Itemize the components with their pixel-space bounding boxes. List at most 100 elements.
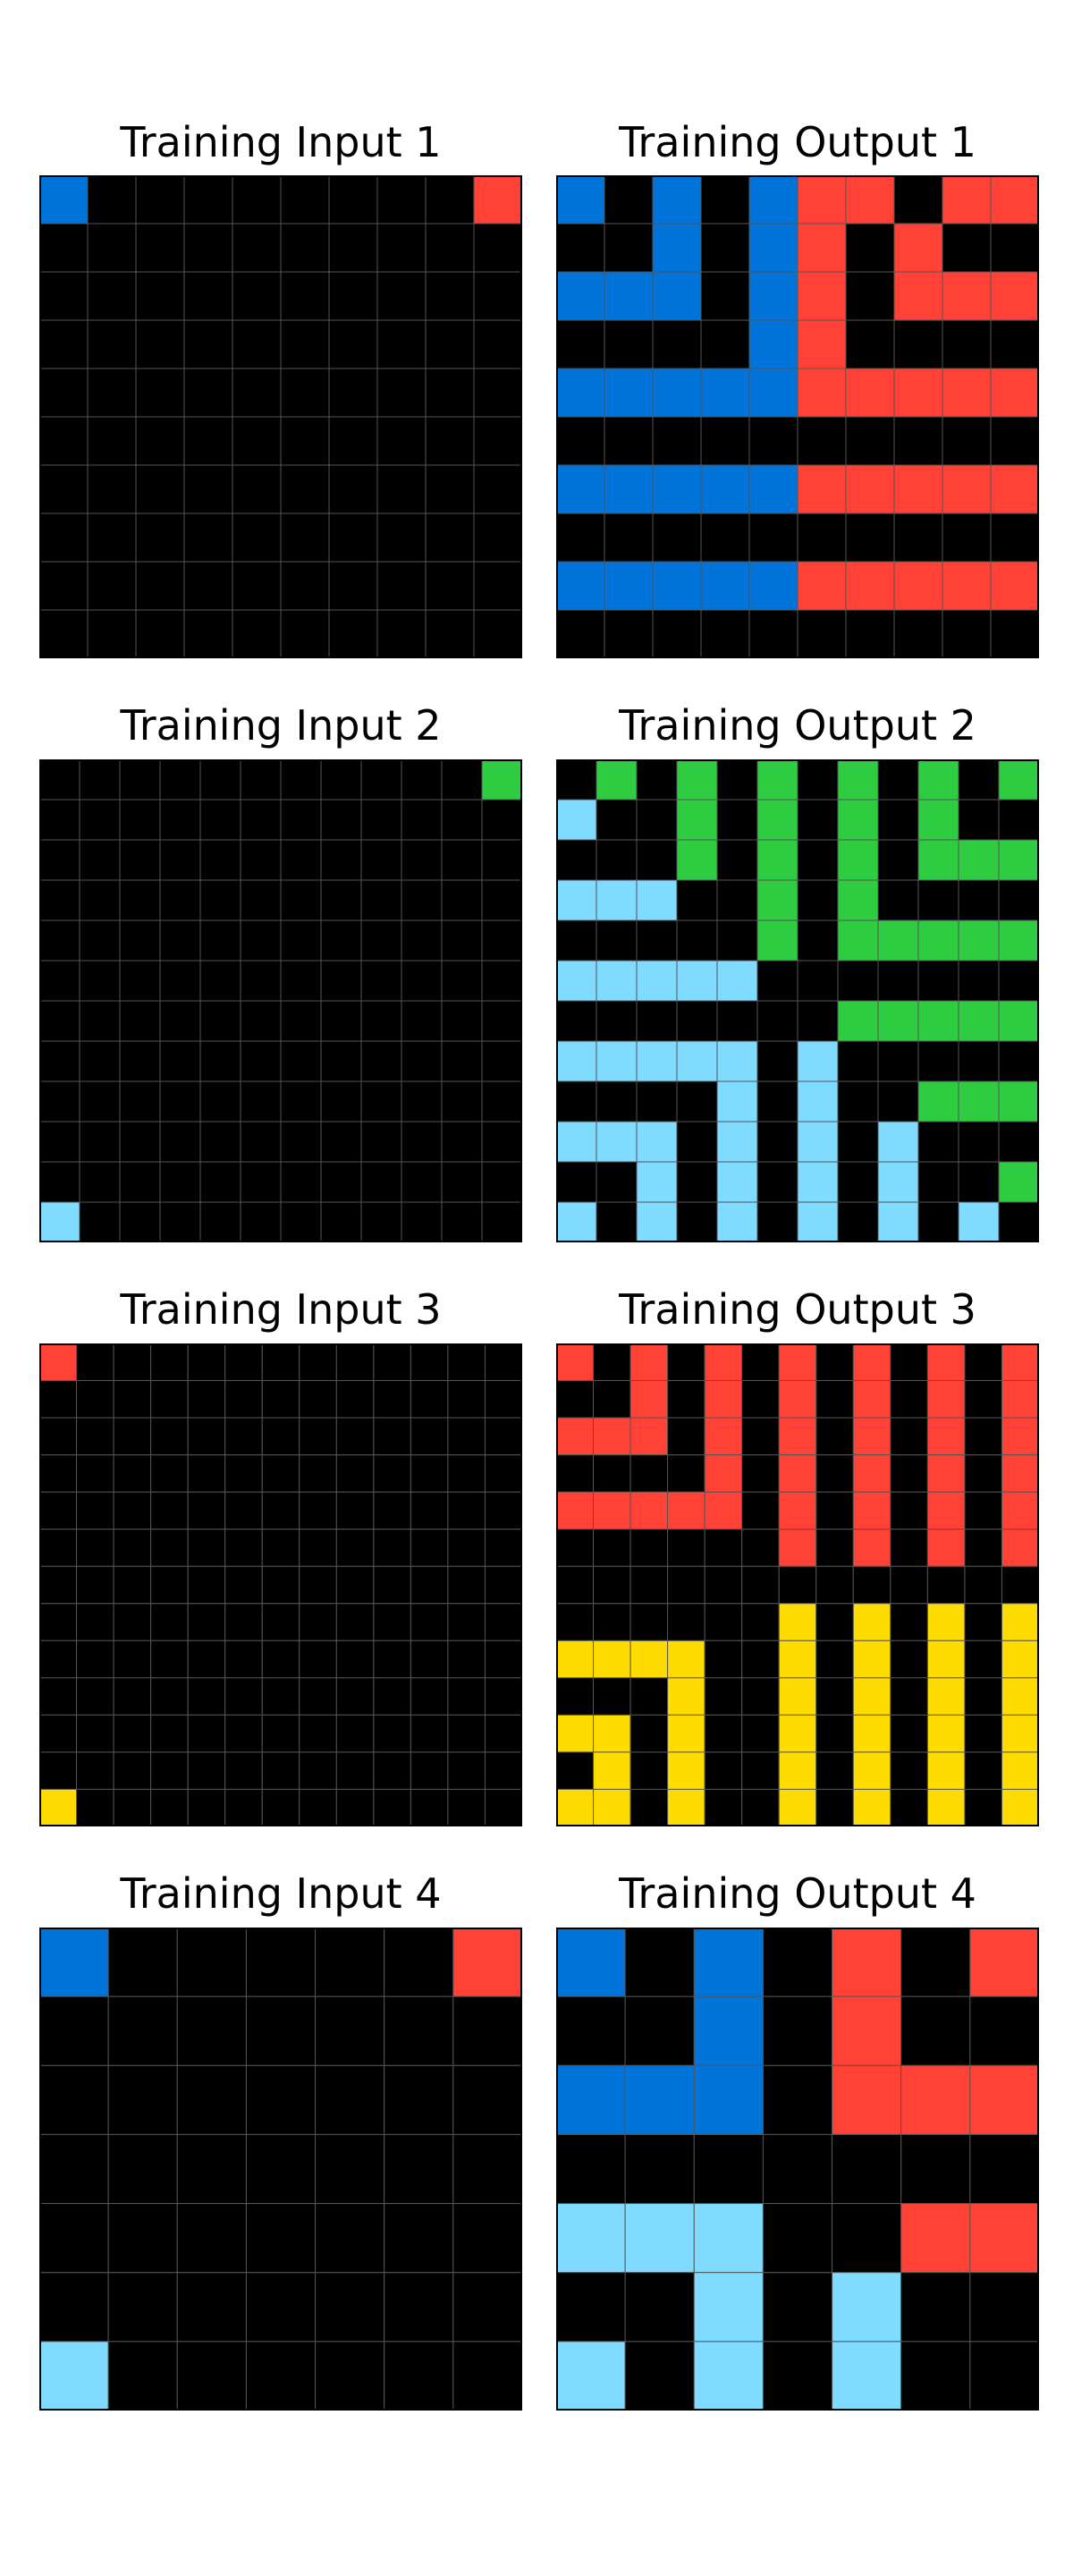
- grid-cell: [964, 1788, 1002, 1826]
- grid-cell: [556, 1417, 595, 1456]
- grid-cell: [481, 1121, 522, 1163]
- grid-cell: [240, 759, 282, 801]
- grid-cell: [159, 919, 201, 962]
- grid-cell: [756, 1201, 798, 1242]
- grid-cell: [926, 1343, 966, 1382]
- grid-cell: [484, 1565, 522, 1605]
- grid-cell: [556, 1080, 597, 1123]
- grid-cell: [280, 1000, 322, 1042]
- grid-cell: [481, 1161, 522, 1203]
- grid-cell: [113, 1380, 152, 1419]
- grid-cell: [384, 2272, 454, 2343]
- grid-cell: [199, 1121, 241, 1163]
- grid-cell: [232, 271, 282, 321]
- grid-cell: [969, 1928, 1039, 1997]
- grid-cell: [852, 1640, 891, 1679]
- grid-cell: [700, 464, 750, 514]
- grid-cell: [328, 561, 378, 611]
- grid-cell: [159, 1201, 201, 1242]
- grid-cell: [815, 1417, 854, 1456]
- grid-cell: [900, 2064, 971, 2135]
- grid-cell: [113, 1788, 152, 1826]
- grid-border: [556, 1343, 1039, 1826]
- grid-cell: [852, 1603, 891, 1641]
- grid-cell: [87, 609, 137, 658]
- grid-cell: [556, 1714, 595, 1753]
- grid-cell: [76, 1640, 114, 1679]
- grid-cell: [447, 1565, 486, 1605]
- grid-cell: [998, 1161, 1039, 1203]
- grid-cell: [135, 609, 185, 658]
- training-input-1-title: Training Input 1: [120, 118, 442, 166]
- grid-cell: [39, 1080, 80, 1123]
- grid-cell: [240, 1040, 282, 1082]
- grid-cell: [890, 1417, 928, 1456]
- grid-cell: [328, 416, 378, 466]
- grid-cell: [299, 1640, 337, 1679]
- grid-cell: [360, 839, 402, 881]
- grid-cell: [629, 1677, 669, 1716]
- grid-cell: [676, 1201, 718, 1242]
- grid-cell: [964, 1529, 1002, 1567]
- grid-cell: [150, 1491, 189, 1530]
- grid-cell: [261, 1677, 300, 1716]
- grid-cell: [629, 1565, 669, 1605]
- grid-cell: [890, 1491, 928, 1530]
- grid-cell: [917, 1161, 959, 1203]
- grid-cell: [700, 175, 750, 225]
- grid-cell: [629, 1751, 669, 1790]
- grid-cell: [636, 839, 678, 881]
- grid-cell: [447, 1677, 486, 1716]
- grid-cell: [320, 1080, 362, 1123]
- grid-cell: [778, 1603, 817, 1641]
- grid-cell: [778, 1640, 817, 1679]
- grid-cell: [187, 1677, 226, 1716]
- grid-cell: [845, 319, 895, 369]
- grid-cell: [652, 416, 702, 466]
- grid-cell: [693, 1996, 764, 2066]
- grid-cell: [39, 1454, 78, 1493]
- grid-cell: [159, 799, 201, 841]
- grid-cell: [893, 368, 943, 418]
- grid-cell: [441, 1080, 483, 1123]
- grid-cell: [958, 1000, 1000, 1042]
- grid-cell: [373, 1788, 411, 1826]
- grid-cell: [328, 368, 378, 418]
- grid-cell: [441, 1000, 483, 1042]
- grid-cell: [604, 368, 654, 418]
- grid-cell: [942, 368, 992, 418]
- grid-cell: [624, 2133, 695, 2205]
- grid-cell: [280, 1040, 322, 1082]
- grid-cell: [384, 1996, 454, 2066]
- grid-cell: [832, 2272, 902, 2343]
- grid-cell: [990, 175, 1039, 225]
- grid-cell: [926, 1380, 966, 1419]
- grid-cell: [1001, 1343, 1039, 1382]
- grid-cell: [917, 879, 959, 921]
- grid-cell: [716, 1000, 758, 1042]
- grid-cell: [39, 1040, 80, 1082]
- grid-cell: [261, 1640, 300, 1679]
- grid-cell: [756, 839, 798, 881]
- grid-cell: [187, 1417, 226, 1456]
- grid-cell: [998, 1121, 1039, 1163]
- grid-cell: [958, 759, 1000, 801]
- grid-cell: [676, 1121, 718, 1163]
- grid-cell: [261, 1417, 300, 1456]
- grid-cell: [704, 1417, 743, 1456]
- grid-cell: [401, 759, 443, 801]
- grid-cell: [384, 2064, 454, 2135]
- grid-cell: [964, 1603, 1002, 1641]
- grid-cell: [335, 1343, 375, 1382]
- grid-cell: [360, 1080, 402, 1123]
- grid-cell: [556, 1603, 595, 1641]
- grid-cell: [150, 1788, 189, 1826]
- grid-cell: [845, 609, 895, 658]
- grid-cell: [741, 1529, 780, 1567]
- grid-cell: [280, 960, 322, 1002]
- grid-cell: [481, 919, 522, 962]
- grid-cell: [280, 839, 322, 881]
- grid-cell: [762, 2203, 833, 2274]
- grid-cell: [481, 960, 522, 1002]
- grid-cell: [667, 1677, 705, 1716]
